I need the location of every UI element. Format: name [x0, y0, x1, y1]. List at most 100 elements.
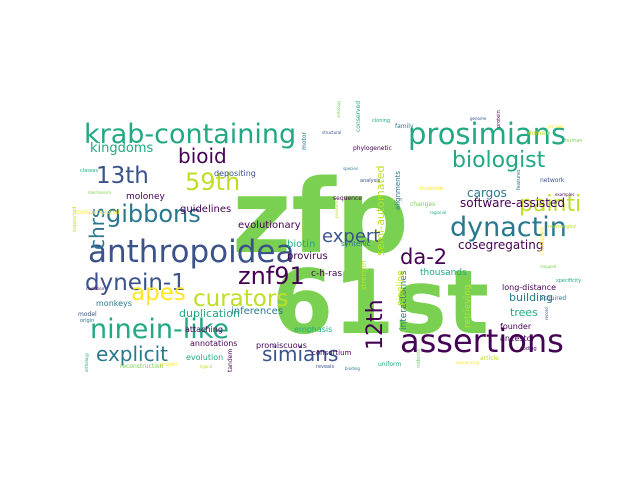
word-explicit: explicit — [96, 342, 168, 366]
word-cargos: cargos — [467, 186, 507, 200]
word-ninein-like: ninein-like — [90, 314, 229, 345]
word-strength: strength — [360, 261, 368, 290]
small-word: analysis — [360, 178, 381, 184]
word-retrieving: retrieving — [463, 284, 473, 328]
word-interactomes: interactomes — [399, 270, 409, 330]
small-word: sequencing — [456, 360, 479, 365]
word-zfp: zfp — [232, 158, 409, 277]
word-da-2: da-2 — [400, 245, 447, 269]
small-word: acquired — [540, 295, 566, 302]
word-expert: expert — [322, 226, 380, 247]
word-kingdoms: kingdoms — [90, 141, 154, 156]
word-cloud-large-words: zfp 61st anthropoidea assertions krab-co… — [84, 117, 581, 366]
word-emphasis: emphasis — [294, 325, 332, 334]
word-biotin: biotin — [287, 239, 315, 250]
word-painti: painti — [519, 192, 581, 217]
small-word: uniform — [378, 361, 401, 368]
word-attaching: attaching — [185, 325, 223, 334]
small-word: model — [78, 311, 97, 318]
small-word: primate — [548, 124, 564, 129]
small-word: reconstruction — [120, 363, 164, 370]
word-alignments: alignments — [394, 171, 402, 210]
word-znf91: znf91 — [238, 262, 305, 290]
word-bioid: bioid — [178, 144, 227, 168]
word-cosegregating: cosegregating — [458, 238, 543, 252]
small-word: sequence — [333, 195, 362, 202]
word-krab-containing: krab-containing — [84, 119, 296, 150]
small-word: record — [544, 307, 549, 320]
small-word: reveals — [316, 364, 335, 370]
small-word: genome — [470, 116, 487, 121]
word-evolution: evolution — [186, 353, 223, 362]
small-word: computational — [76, 209, 120, 216]
word-pipeline: pipeline — [396, 270, 406, 306]
small-word: binding — [345, 366, 360, 371]
small-word: cloning — [372, 118, 390, 124]
small-word: tandem — [227, 349, 234, 372]
small-word: motor — [301, 131, 308, 150]
word-prosimians: prosimians — [408, 117, 566, 151]
word-building: building — [509, 291, 553, 304]
word-long-distance: long-distance — [502, 283, 556, 292]
small-word: pressure — [334, 200, 339, 218]
small-word: protein — [496, 110, 502, 128]
small-word: regional — [430, 210, 446, 215]
word-59th: 59th — [185, 168, 240, 196]
word-assertions: assertions — [400, 322, 564, 360]
word-consortium: consortium — [312, 349, 352, 357]
small-word: family — [395, 123, 414, 130]
word-anthropoidea: anthropoidea — [88, 234, 294, 270]
word-founder: founder — [500, 322, 532, 331]
word-c-h-ras: c-h-ras — [311, 269, 342, 279]
small-word: orthology — [84, 352, 89, 372]
word-chrs: chrs — [85, 208, 109, 250]
word-61st: 61st — [272, 251, 489, 354]
small-word: mechanism — [88, 190, 111, 195]
word-trees: trees — [510, 306, 538, 319]
small-word: features — [516, 169, 522, 190]
word-biologist: biologist — [452, 148, 546, 173]
word-depositing: depositing — [214, 169, 256, 178]
word-annotations: annotations — [190, 339, 237, 348]
small-word: rearranged — [548, 224, 576, 230]
small-word: hundreds — [420, 186, 444, 192]
word-simians: simians — [262, 342, 338, 366]
word-software-assisted: software-assisted — [460, 196, 565, 210]
word-moloney: moloney — [126, 192, 166, 202]
small-word: mutation — [86, 286, 105, 291]
word-guidelines: guidelines — [180, 204, 231, 215]
word-inferences: inferences — [231, 306, 283, 317]
word-semi-automated: semi-automated — [374, 165, 387, 256]
word-duplication: duplication — [179, 307, 240, 320]
small-word: supported — [72, 207, 78, 232]
word-ancestor: ancestor — [500, 334, 535, 343]
word-dynein-1: dynein-1 — [85, 270, 186, 296]
word-12th: 12th — [363, 299, 388, 350]
small-word: structural — [322, 130, 341, 135]
small-word: human — [565, 138, 582, 144]
word-promiscuous: promiscuous — [256, 341, 307, 350]
small-word: mapped — [540, 264, 557, 269]
small-word: project — [160, 362, 177, 368]
small-word: ontology — [336, 100, 341, 118]
small-word: ligand — [200, 364, 213, 369]
word-evolutionary: evolutionary — [238, 220, 301, 231]
word-syntenic: syntenic — [341, 240, 371, 248]
word-phylogenetic: phylogenetic — [353, 145, 392, 152]
small-word: origin — [80, 318, 94, 324]
word-apes: apes — [131, 280, 186, 306]
small-word: examples — [555, 192, 574, 197]
small-word: changes — [410, 201, 435, 208]
small-word: specificity — [556, 278, 581, 284]
word-monkeys: monkeys — [96, 299, 132, 308]
small-word: classes — [80, 168, 98, 174]
word-thousands: thousands — [420, 268, 467, 278]
word-provirus: provirus — [287, 251, 328, 262]
small-word: conserved — [355, 101, 362, 132]
small-word: rodents — [416, 349, 422, 368]
small-word: article — [480, 355, 499, 362]
small-word: network — [540, 177, 565, 184]
word-cloud-small-words: ontology cloning family genome protein domain… — [72, 100, 582, 372]
word-gibbons: gibbons — [106, 200, 201, 228]
